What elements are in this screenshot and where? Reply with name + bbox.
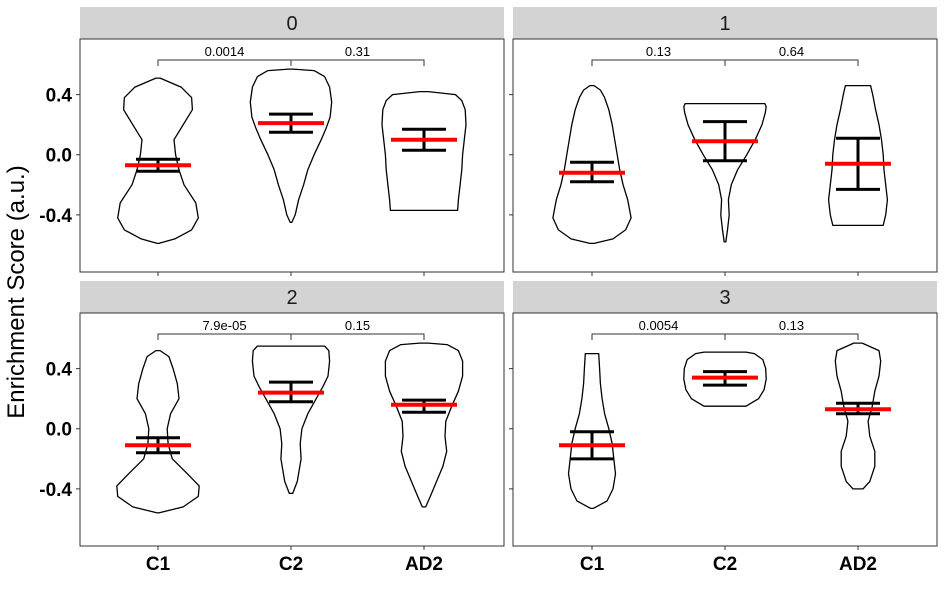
violin-C1 [116,349,200,514]
facet-title: 2 [286,287,297,309]
comparison-bracket [157,333,292,340]
p-value-label: 0.15 [345,318,370,333]
facet-strip [80,281,504,313]
facet-strip [513,7,937,39]
violin-C1 [117,77,199,245]
comparison-bracket [290,59,425,66]
p-value-label: 0.0054 [639,318,679,333]
comparison-bracket [724,333,859,340]
p-value-label: 7.9e-05 [202,318,246,333]
comparison-bracket [724,59,859,66]
violin-C1 [552,84,632,245]
facet-strip [513,281,937,313]
violin-C2 [683,102,767,243]
panel-border [79,38,505,273]
x-tick-label: AD2 [839,554,877,575]
violin-C2 [683,351,767,407]
x-tick-label: C2 [713,554,737,575]
x-tick-label: AD2 [405,554,443,575]
p-value-label: 0.13 [646,44,671,59]
panel-1: 1 0.13 0.64 [509,7,938,276]
comparison-bracket [591,59,726,66]
y-tick-label: 0.0 [46,420,72,441]
violin-AD2 [384,342,464,508]
p-value-label: 0.0014 [205,44,245,59]
comparison-bracket [157,59,292,66]
y-tick-label: 0.4 [46,360,73,381]
violin-C2 [251,345,331,495]
facet-strip [80,7,504,39]
p-value-label: 0.64 [779,44,804,59]
panel-3: 3 C1 C2 AD2 0.0054 0.13 [509,281,938,575]
violin-AD2 [827,84,889,227]
x-tick-label: C2 [279,554,303,575]
y-tick-label: -0.4 [39,480,72,501]
y-axis-label: Enrichment Score (a.u.) [3,165,30,418]
y-tick-label: 0.0 [46,146,72,167]
y-tick-label: -0.4 [39,206,72,227]
facet-title: 0 [286,13,297,35]
x-tick-label: C1 [580,554,605,575]
violin-AD2 [834,342,882,490]
p-value-label: 0.13 [779,318,804,333]
facet-title: 1 [719,13,730,35]
panel-border [79,312,505,547]
p-value-label: 0.31 [345,44,370,59]
comparison-bracket [290,333,425,340]
x-tick-label: C1 [146,554,171,575]
y-tick-label: 0.4 [46,86,73,107]
facet-title: 3 [719,287,730,309]
comparison-bracket [591,333,726,340]
violin-AD2 [381,90,467,212]
panel-2: 2 -0.4 0.0 0.4 C1 C2 AD2 7.9e-05 0.15 [39,281,505,575]
violin-C2 [249,68,333,224]
panel-0: 0 -0.4 0.0 0.4 0.0014 0.31 [39,7,505,276]
